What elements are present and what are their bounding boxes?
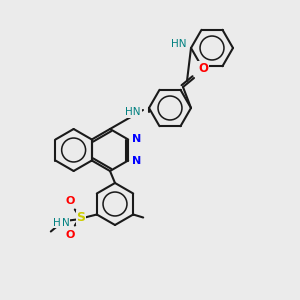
Text: O: O <box>65 230 74 239</box>
Text: HN: HN <box>170 39 186 49</box>
Text: H: H <box>53 218 61 227</box>
Text: N: N <box>62 218 70 229</box>
Text: O: O <box>65 196 74 206</box>
Text: HN: HN <box>125 107 141 117</box>
Text: N: N <box>132 134 141 143</box>
Text: S: S <box>76 211 85 224</box>
Text: N: N <box>132 157 141 166</box>
Text: O: O <box>198 62 208 75</box>
